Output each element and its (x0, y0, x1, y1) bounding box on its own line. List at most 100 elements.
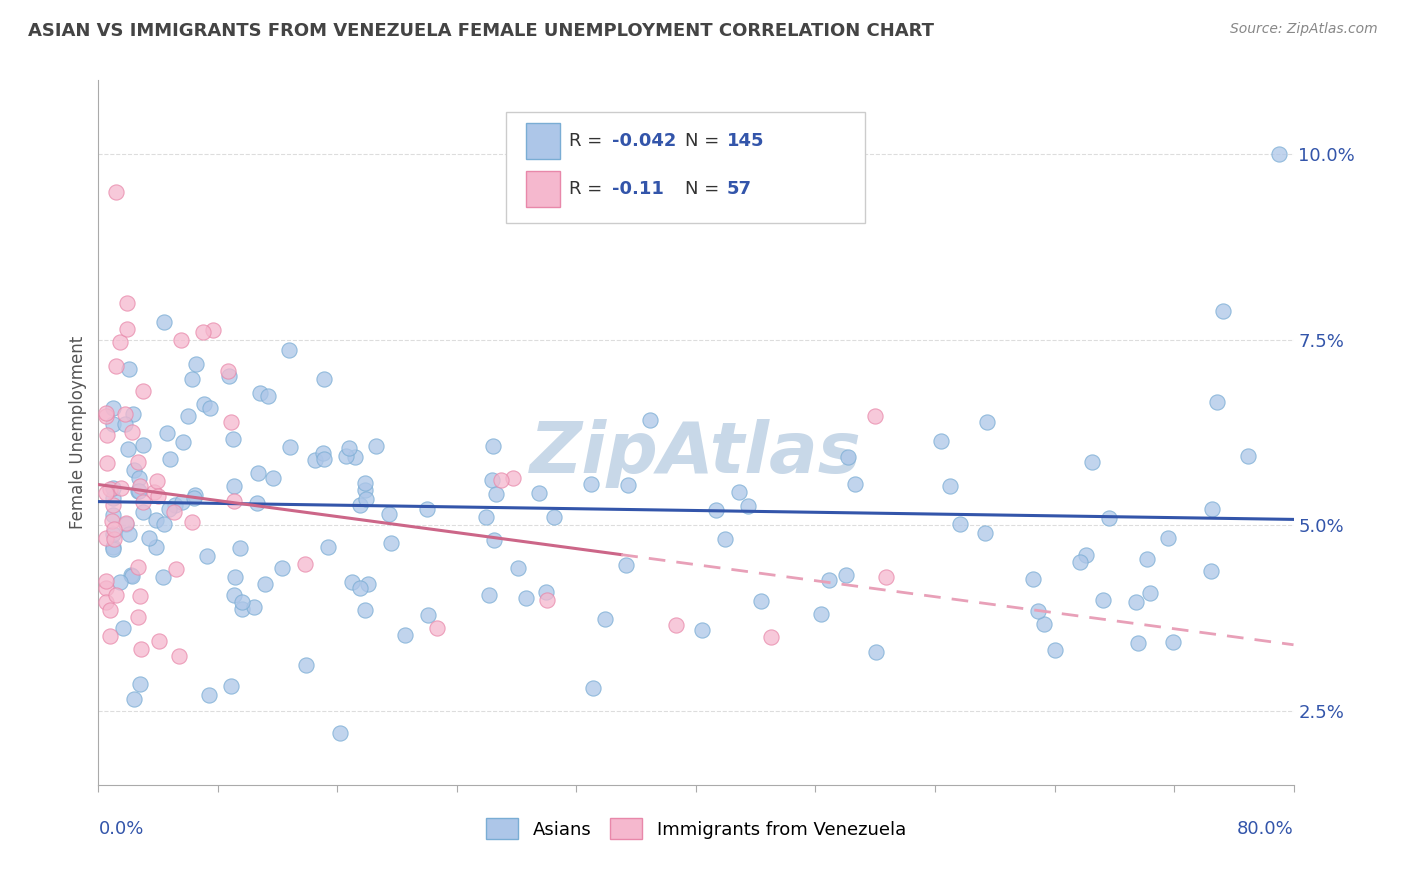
Point (692, 624, 714, 638)
Point (103, 508, 125, 522)
Point (222, 432, 245, 446)
Point (593, 611, 616, 625)
Point (120, 567, 142, 582)
Point (357, 577, 380, 591)
Point (218, 368, 240, 383)
Point (246, 466, 269, 480)
Point (181, 516, 204, 530)
Point (159, 501, 181, 516)
Point (1267, 147, 1289, 161)
Point (94, 406, 117, 420)
Point (295, 658, 318, 673)
Point (1069, 556, 1091, 570)
Point (737, 499, 759, 513)
Point (1212, 303, 1234, 318)
Point (165, 562, 187, 576)
Point (128, 484, 150, 499)
Point (183, 491, 205, 505)
Point (704, 503, 727, 517)
Point (837, 450, 859, 465)
Point (810, 607, 832, 621)
Point (159, 452, 181, 467)
Point (177, 409, 200, 423)
Point (148, 634, 170, 648)
Point (949, 517, 972, 532)
Point (163, 505, 186, 519)
Point (152, 570, 174, 584)
Point (616, 478, 638, 492)
Point (865, 645, 887, 659)
Point (127, 610, 149, 624)
Point (193, 397, 215, 411)
Point (1098, 511, 1121, 525)
Point (118, 526, 141, 541)
Point (482, 533, 505, 547)
Text: N =: N = (685, 132, 724, 150)
Point (105, 359, 128, 373)
Point (1026, 604, 1049, 618)
Point (197, 688, 219, 702)
Point (278, 441, 301, 455)
Point (127, 484, 149, 499)
Point (749, 594, 772, 608)
Point (122, 463, 145, 477)
Point (638, 412, 661, 426)
Point (817, 574, 839, 588)
Point (254, 576, 277, 591)
Point (349, 581, 371, 595)
Point (579, 477, 602, 491)
Point (103, 533, 125, 547)
Point (94, 531, 117, 545)
Point (242, 600, 264, 615)
Point (714, 532, 737, 546)
Point (103, 541, 125, 556)
Point (1126, 636, 1149, 650)
Point (100, 602, 122, 616)
Point (94, 574, 117, 588)
Point (122, 407, 145, 421)
Point (294, 557, 316, 571)
Point (96, 456, 118, 470)
Point (98, 482, 121, 496)
Point (101, 515, 124, 529)
Point (122, 691, 145, 706)
Point (169, 648, 191, 663)
Text: Source: ZipAtlas.com: Source: ZipAtlas.com (1230, 22, 1378, 37)
Point (426, 621, 449, 635)
Point (183, 488, 205, 502)
Text: 80.0%: 80.0% (1237, 820, 1294, 838)
Text: 0.0%: 0.0% (98, 820, 143, 838)
Point (132, 384, 155, 398)
Point (277, 343, 299, 358)
Point (835, 567, 858, 582)
Point (127, 455, 149, 469)
Point (515, 591, 537, 605)
Point (1081, 455, 1104, 469)
Point (103, 540, 125, 554)
Point (344, 450, 367, 464)
Point (224, 569, 246, 583)
Point (727, 484, 749, 499)
Point (217, 364, 239, 378)
Point (875, 570, 897, 584)
Point (152, 315, 174, 329)
Point (582, 681, 605, 696)
Point (152, 517, 174, 532)
Point (418, 607, 440, 622)
Point (1139, 585, 1161, 599)
Text: 145: 145 (727, 132, 765, 150)
Point (108, 335, 131, 350)
Point (110, 481, 132, 495)
Point (1136, 552, 1159, 566)
Point (103, 522, 125, 536)
Point (224, 494, 246, 508)
Point (356, 491, 378, 506)
Point (156, 426, 179, 441)
Point (973, 526, 995, 541)
Text: R =: R = (569, 180, 609, 198)
Point (191, 326, 214, 340)
Point (105, 185, 128, 199)
Point (481, 473, 503, 487)
Point (394, 627, 416, 641)
Text: -0.042: -0.042 (612, 132, 676, 150)
